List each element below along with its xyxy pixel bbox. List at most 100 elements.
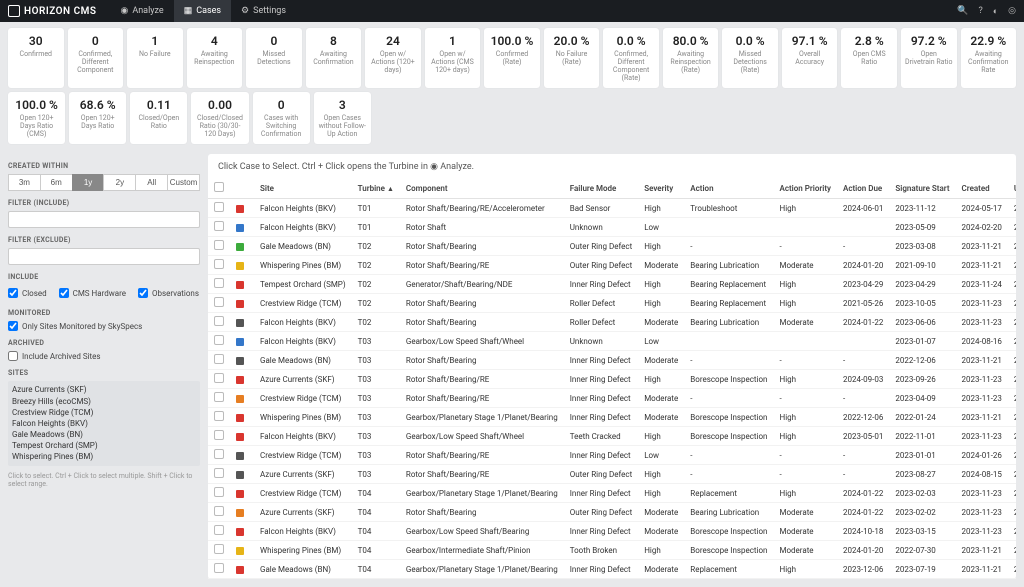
row-checkbox[interactable]	[214, 544, 224, 554]
site-item[interactable]: Tempest Orchard (SMP)	[12, 440, 196, 451]
table-row[interactable]: Falcon Heights (BKV)T01Rotor ShaftUnknow…	[208, 218, 1016, 237]
nav-cases[interactable]: ▦Cases	[174, 0, 231, 22]
row-checkbox[interactable]	[214, 373, 224, 383]
col-select[interactable]	[230, 178, 254, 199]
time-range-All[interactable]: All	[135, 174, 167, 191]
kpi-card[interactable]: 2.8 %Open CMS Ratio	[841, 28, 897, 88]
kpi-card[interactable]: 3Open Cases without Follow-Up Action	[314, 92, 371, 144]
kpi-card[interactable]: 0.11Closed/Open Ratio	[130, 92, 187, 144]
col-Failure Mode[interactable]: Failure Mode	[564, 178, 638, 199]
table-row[interactable]: Whispering Pines (BM)T02Rotor Shaft/Bear…	[208, 256, 1016, 275]
search-icon[interactable]: 🔍	[957, 6, 968, 16]
kpi-card[interactable]: 97.2 %Open Drivetrain Ratio	[901, 28, 957, 88]
row-checkbox[interactable]	[214, 202, 224, 212]
row-checkbox[interactable]	[214, 316, 224, 326]
table-row[interactable]: Gale Meadows (BN)T02Rotor Shaft/BearingO…	[208, 237, 1016, 256]
theme-icon[interactable]: ◐	[993, 6, 998, 17]
site-list[interactable]: Azure Currents (SKF)Breezy Hills (ecoCMS…	[8, 381, 200, 465]
col-Created[interactable]: Created	[956, 178, 1008, 199]
table-row[interactable]: Azure Currents (SKF)T04Rotor Shaft/Beari…	[208, 503, 1016, 522]
table-row[interactable]: Azure Currents (SKF)T03Rotor Shaft/Beari…	[208, 370, 1016, 389]
site-item[interactable]: Breezy Hills (ecoCMS)	[12, 396, 196, 407]
site-item[interactable]: Gale Meadows (BN)	[12, 429, 196, 440]
col-Action Priority[interactable]: Action Priority	[773, 178, 837, 199]
kpi-card[interactable]: 20.0 %No Failure (Rate)	[544, 28, 600, 88]
table-row[interactable]: Crestview Ridge (TCM)T03Rotor Shaft/Bear…	[208, 446, 1016, 465]
row-checkbox[interactable]	[214, 525, 224, 535]
col-Action[interactable]: Action	[684, 178, 773, 199]
col-Turbine[interactable]: Turbine▲	[352, 178, 400, 199]
row-checkbox[interactable]	[214, 278, 224, 288]
table-row[interactable]: Crestview Ridge (TCM)T03Rotor Shaft/Bear…	[208, 389, 1016, 408]
kpi-card[interactable]: 97.1 %Overall Accuracy	[782, 28, 838, 88]
filter-include-input[interactable]	[8, 211, 200, 228]
table-row[interactable]: Azure Currents (SKF)T03Rotor Shaft/Beari…	[208, 465, 1016, 484]
kpi-card[interactable]: 30Confirmed	[8, 28, 64, 88]
nav-settings[interactable]: ⚙Settings	[231, 0, 296, 22]
kpi-card[interactable]: 0Confirmed, Different Component	[68, 28, 124, 88]
filter-exclude-input[interactable]	[8, 248, 200, 265]
row-checkbox[interactable]	[214, 297, 224, 307]
chk-closed[interactable]: Closed	[8, 288, 47, 298]
chk-include-archived[interactable]: Include Archived Sites	[8, 351, 200, 361]
kpi-card[interactable]: 80.0 %Awaiting Reinspection (Rate)	[663, 28, 719, 88]
col-Action Due[interactable]: Action Due	[837, 178, 889, 199]
kpi-card[interactable]: 1No Failure	[127, 28, 183, 88]
kpi-card[interactable]: 24Open w/ Actions (120+ days)	[365, 28, 421, 88]
nav-analyze[interactable]: ◉Analyze	[110, 0, 173, 22]
chk-observations[interactable]: Observations	[138, 288, 199, 298]
row-checkbox[interactable]	[214, 506, 224, 516]
time-range-2y[interactable]: 2y	[103, 174, 135, 191]
kpi-card[interactable]: 68.6 %Open 120+ Days Ratio	[69, 92, 126, 144]
row-checkbox[interactable]	[214, 221, 224, 231]
table-row[interactable]: Whispering Pines (BM)T04Gearbox/Intermed…	[208, 541, 1016, 560]
col-Site[interactable]: Site	[254, 178, 352, 199]
site-item[interactable]: Whispering Pines (BM)	[12, 451, 196, 462]
kpi-card[interactable]: 8Awaiting Confirmation	[306, 28, 362, 88]
table-row[interactable]: Crestview Ridge (TCM)T02Rotor Shaft/Bear…	[208, 294, 1016, 313]
kpi-card[interactable]: 100.0 %Open 120+ Days Ratio (CMS)	[8, 92, 65, 144]
row-checkbox[interactable]	[214, 487, 224, 497]
col-Updated[interactable]: Updated	[1008, 178, 1016, 199]
kpi-card[interactable]: 0Cases with Switching Confirmation	[253, 92, 310, 144]
table-row[interactable]: Falcon Heights (BKV)T02Rotor Shaft/Beari…	[208, 313, 1016, 332]
kpi-card[interactable]: 22.9 %Awaiting Confirmation Rate	[961, 28, 1017, 88]
row-checkbox[interactable]	[214, 430, 224, 440]
select-all-checkbox[interactable]	[214, 182, 224, 192]
table-row[interactable]: Whispering Pines (BM)T03Gearbox/Planetar…	[208, 408, 1016, 427]
kpi-card[interactable]: 1Open w/ Actions (CMS 120+ days)	[425, 28, 481, 88]
table-row[interactable]: Gale Meadows (BN)T03Rotor Shaft/BearingI…	[208, 351, 1016, 370]
row-checkbox[interactable]	[214, 468, 224, 478]
chk-only-monitored[interactable]: Only Sites Monitored by SkySpecs	[8, 321, 200, 331]
table-row[interactable]: Crestview Ridge (TCM)T04Gearbox/Planetar…	[208, 484, 1016, 503]
kpi-card[interactable]: 4Awaiting Reinspection	[187, 28, 243, 88]
row-checkbox[interactable]	[214, 563, 224, 573]
table-scroll[interactable]: SiteTurbine▲ComponentFailure ModeSeverit…	[208, 178, 1016, 579]
col-Signature Start[interactable]: Signature Start	[889, 178, 955, 199]
time-range-Custom[interactable]: Custom	[167, 174, 200, 191]
kpi-card[interactable]: 100.0 %Confirmed (Rate)	[484, 28, 540, 88]
row-checkbox[interactable]	[214, 392, 224, 402]
table-row[interactable]: Tempest Orchard (SMP)T02Generator/Shaft/…	[208, 275, 1016, 294]
time-range-3m[interactable]: 3m	[8, 174, 40, 191]
kpi-card[interactable]: 0Missed Detections	[246, 28, 302, 88]
site-item[interactable]: Falcon Heights (BKV)	[12, 418, 196, 429]
row-checkbox[interactable]	[214, 259, 224, 269]
row-checkbox[interactable]	[214, 411, 224, 421]
table-row[interactable]: Falcon Heights (BKV)T04Gearbox/Low Speed…	[208, 522, 1016, 541]
row-checkbox[interactable]	[214, 354, 224, 364]
site-item[interactable]: Azure Currents (SKF)	[12, 384, 196, 395]
kpi-card[interactable]: 0.00Closed/Closed Ratio (30/30-120 Days)	[191, 92, 248, 144]
table-row[interactable]: Falcon Heights (BKV)T01Rotor Shaft/Beari…	[208, 199, 1016, 218]
time-range-6m[interactable]: 6m	[40, 174, 72, 191]
table-row[interactable]: Falcon Heights (BKV)T03Gearbox/Low Speed…	[208, 332, 1016, 351]
site-item[interactable]: Crestview Ridge (TCM)	[12, 407, 196, 418]
col-select[interactable]	[208, 178, 230, 199]
table-row[interactable]: Gale Meadows (BN)T04Gearbox/Planetary St…	[208, 560, 1016, 579]
col-Severity[interactable]: Severity	[638, 178, 684, 199]
row-checkbox[interactable]	[214, 335, 224, 345]
table-row[interactable]: Whispering Pines (BM)T05Gearbox/High Spe…	[208, 579, 1016, 580]
col-Component[interactable]: Component	[400, 178, 564, 199]
help-icon[interactable]: ?	[978, 6, 982, 16]
table-row[interactable]: Falcon Heights (BKV)T03Gearbox/Low Speed…	[208, 427, 1016, 446]
